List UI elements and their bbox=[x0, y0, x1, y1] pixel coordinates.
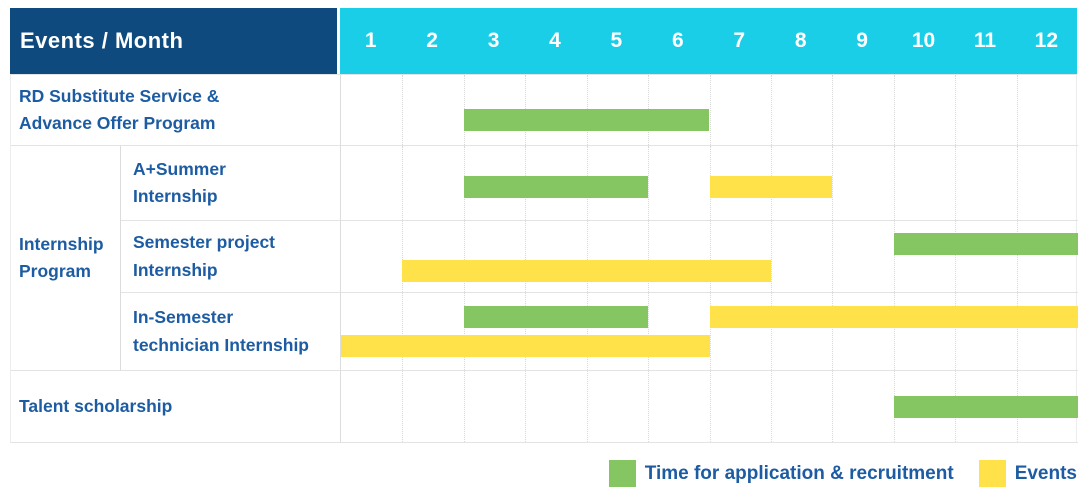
month-header-6: 6 bbox=[671, 29, 684, 52]
month-header-2: 2 bbox=[426, 29, 438, 52]
table-title: Events / Month bbox=[20, 28, 184, 53]
month-grid-line bbox=[955, 75, 957, 145]
gantt-bar-application bbox=[463, 176, 649, 198]
month-header-5: 5 bbox=[610, 29, 623, 52]
chart-cell-talent-scholarship bbox=[341, 371, 1078, 443]
row-group-internship-program: Internship Program bbox=[11, 146, 121, 371]
month-grid-line bbox=[463, 293, 465, 370]
row-label-rd-substitute: RD Substitute Service & Advance Offer Pr… bbox=[11, 75, 341, 146]
gantt-bar-application bbox=[893, 395, 1078, 418]
gantt-bar-application bbox=[463, 109, 710, 131]
month-header-1: 1 bbox=[364, 29, 377, 52]
month-grid-line bbox=[832, 75, 834, 145]
month-grid-line bbox=[893, 75, 895, 145]
month-grid-line bbox=[402, 146, 404, 220]
label-line: RD Substitute Service & bbox=[19, 85, 220, 106]
gantt-bar-application bbox=[893, 233, 1078, 256]
chart-cell-a-summer bbox=[341, 146, 1078, 221]
label-line: In-Semester bbox=[133, 307, 234, 328]
month-grid-line bbox=[1016, 75, 1018, 145]
month-grid-line bbox=[832, 293, 834, 370]
month-grid-line bbox=[955, 146, 957, 220]
month-grid-line bbox=[832, 146, 834, 220]
month-header-7: 7 bbox=[733, 29, 746, 52]
month-grid-line bbox=[525, 221, 527, 292]
chart-cell-semester-project bbox=[341, 221, 1078, 293]
month-grid-line bbox=[586, 371, 588, 442]
row-label-semester-project: Semester project Internship bbox=[121, 221, 341, 293]
header-events-month-cell: Events / Month bbox=[10, 8, 337, 74]
month-grid-line bbox=[648, 371, 650, 442]
label-line: Talent scholarship bbox=[19, 395, 173, 416]
month-grid-line bbox=[402, 293, 404, 370]
month-grid-line bbox=[402, 75, 404, 145]
month-header-12: 12 bbox=[1034, 29, 1059, 52]
month-header-3: 3 bbox=[487, 29, 500, 52]
chart-cell-rd-substitute bbox=[341, 75, 1078, 146]
month-grid-line bbox=[893, 293, 895, 370]
month-grid-line bbox=[955, 293, 957, 370]
gantt-bar-events bbox=[709, 176, 833, 198]
label-line: Internship bbox=[19, 233, 104, 254]
month-grid-line bbox=[770, 293, 772, 370]
month-grid-line bbox=[1016, 293, 1018, 370]
month-grid-line bbox=[586, 221, 588, 292]
month-grid-line bbox=[525, 293, 527, 370]
month-grid-line bbox=[648, 221, 650, 292]
events-month-table: Events / Month 1 2 3 4 5 6 7 8 9 10 11 12 RD Substi… bbox=[10, 8, 1078, 443]
month-grid-line bbox=[709, 221, 711, 292]
month-header-10: 10 bbox=[911, 29, 936, 52]
label-line: Program bbox=[19, 261, 91, 281]
month-header-8: 8 bbox=[794, 29, 807, 52]
month-header-strip: 1 2 3 4 5 6 7 8 9 10 11 12 bbox=[340, 8, 1077, 74]
month-grid-line bbox=[893, 146, 895, 220]
month-grid-line bbox=[1016, 146, 1018, 220]
month-header-9: 9 bbox=[856, 29, 868, 52]
table-header-row: Events / Month 1 2 3 4 5 6 7 8 9 10 11 12 bbox=[10, 8, 1077, 74]
month-grid-line bbox=[402, 371, 404, 442]
month-grid-line bbox=[770, 371, 772, 442]
month-grid-line bbox=[402, 221, 404, 292]
month-grid-line bbox=[1016, 221, 1018, 292]
label-line: Internship bbox=[133, 259, 218, 280]
row-label-talent-scholarship: Talent scholarship bbox=[11, 371, 341, 443]
month-header-11: 11 bbox=[973, 29, 997, 52]
table-body: RD Substitute Service & Advance Offer Pr… bbox=[10, 74, 1078, 443]
gantt-bar-events bbox=[709, 306, 1078, 329]
month-grid-line bbox=[648, 146, 650, 220]
label-line: Advance Offer Program bbox=[19, 113, 216, 133]
gantt-bar-events bbox=[341, 335, 710, 358]
label-line: Semester project bbox=[133, 232, 276, 253]
month-grid-line bbox=[463, 221, 465, 292]
month-grid-line bbox=[525, 371, 527, 442]
month-grid-line bbox=[893, 221, 895, 292]
label-line: Internship bbox=[133, 186, 218, 206]
month-grid-line bbox=[832, 371, 834, 442]
month-grid-line bbox=[770, 75, 772, 145]
legend-label-application: Time for application & recruitment bbox=[644, 462, 954, 484]
legend: Time for application & recruitment Event… bbox=[608, 460, 1077, 487]
month-grid-line bbox=[586, 293, 588, 370]
row-label-in-semester: In-Semester technician Internship bbox=[121, 293, 341, 371]
month-grid-line bbox=[770, 221, 772, 292]
label-line: technician Internship bbox=[133, 334, 309, 355]
month-grid-line bbox=[709, 293, 711, 370]
legend-swatch-application bbox=[608, 460, 636, 487]
month-grid-line bbox=[955, 221, 957, 292]
legend-swatch-events bbox=[978, 460, 1006, 487]
month-header-4: 4 bbox=[549, 29, 561, 52]
chart-cell-in-semester bbox=[341, 293, 1078, 371]
gantt-bar-events bbox=[402, 260, 771, 283]
legend-label-events: Events bbox=[1014, 462, 1077, 484]
gantt-bar-application bbox=[463, 306, 649, 329]
month-grid-line bbox=[709, 371, 711, 442]
label-line: A+Summer bbox=[133, 158, 226, 179]
month-grid-line bbox=[832, 221, 834, 292]
month-grid-line bbox=[463, 371, 465, 442]
month-grid-line bbox=[648, 293, 650, 370]
month-grid-line bbox=[709, 75, 711, 145]
row-label-a-summer: A+Summer Internship bbox=[121, 146, 341, 221]
